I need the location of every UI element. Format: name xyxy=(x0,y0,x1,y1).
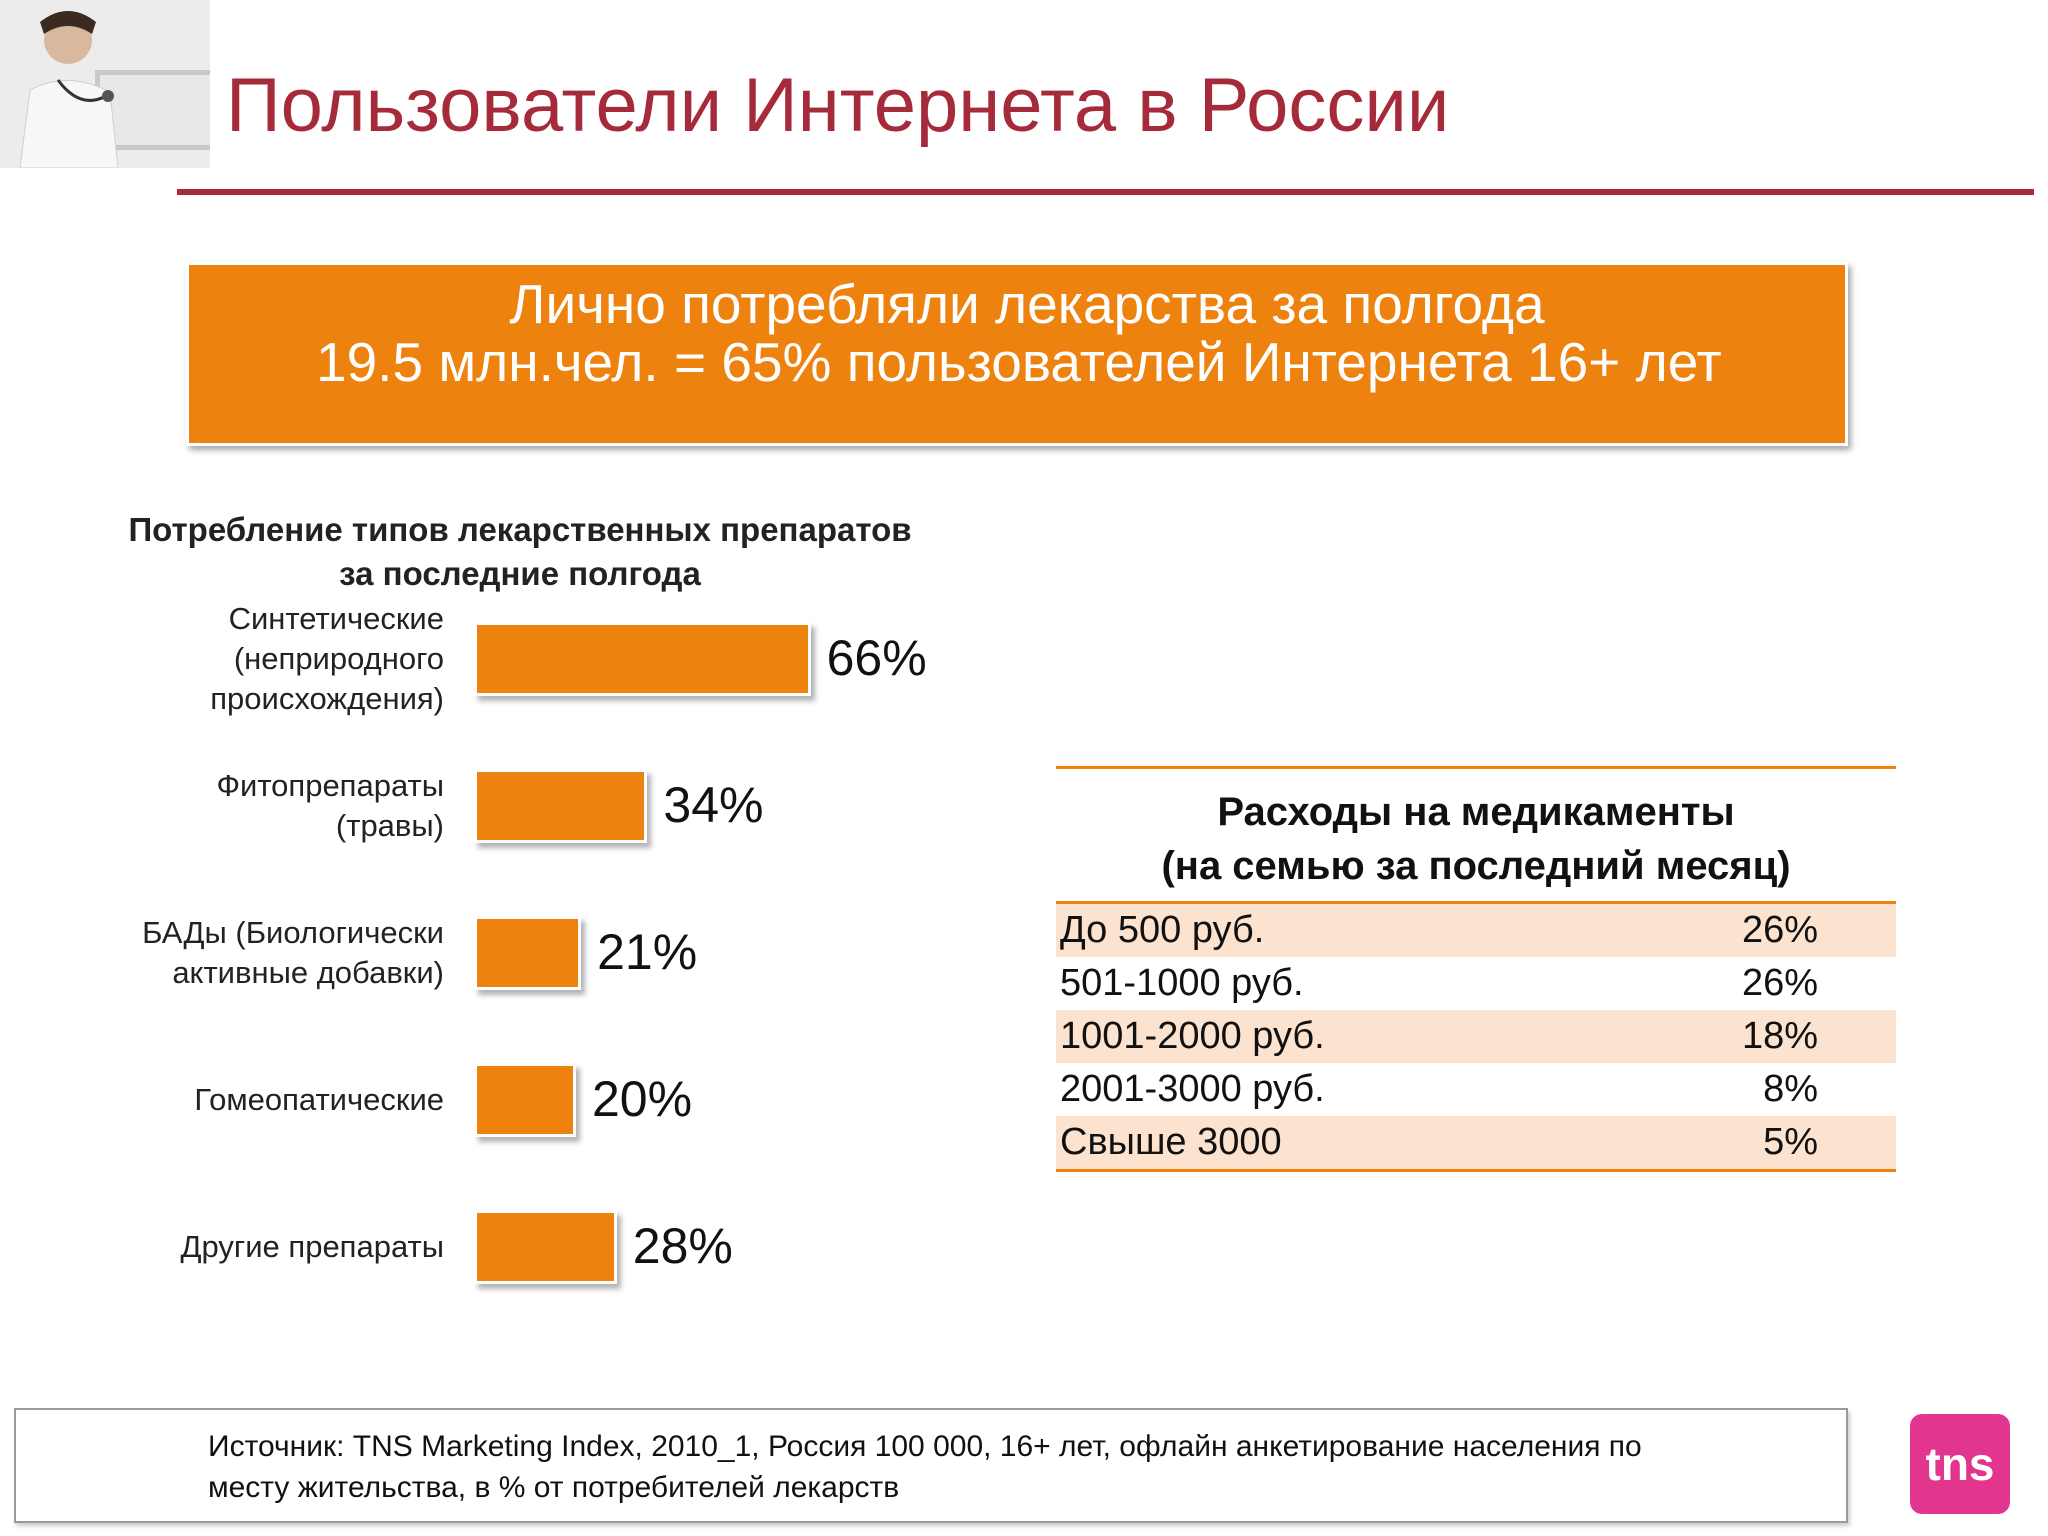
table-cell-value: 18% xyxy=(1741,1015,1818,1057)
table-cell-label: Свыше 3000 xyxy=(1060,1121,1282,1163)
category-label-line: (неприродного xyxy=(233,641,444,676)
bar xyxy=(474,1210,617,1284)
table-row: 501-1000 руб. 26% xyxy=(1056,957,1896,1010)
bar-value-label: 34% xyxy=(663,777,764,833)
bar-value-label: 28% xyxy=(632,1218,733,1274)
bar xyxy=(474,769,648,843)
page-title: Пользователи Интернета в России xyxy=(226,63,1450,148)
table-cell-label: 501-1000 руб. xyxy=(1060,962,1304,1004)
title-underline xyxy=(177,189,2034,195)
bar-value-label: 21% xyxy=(597,924,698,980)
chart-title-line-1: Потребление типов лекарственных препарат… xyxy=(128,511,912,548)
banner-line-2: 19.5 млн.чел. = 65% пользователей Интерн… xyxy=(316,331,1722,393)
category-label-line: Фитопрепараты xyxy=(216,768,444,803)
summary-banner: Лично потребляли лекарства за полгода 19… xyxy=(186,262,1848,446)
bar xyxy=(474,916,582,990)
bar-value-label: 20% xyxy=(592,1071,693,1127)
chart-title-line-2: за последние полгода xyxy=(339,555,701,592)
category-label-line: активные добавки) xyxy=(172,955,444,990)
category-label: Синтетические (неприродного происхождения) xyxy=(60,599,444,719)
table-row: До 500 руб. 26% xyxy=(1056,904,1896,957)
table-cell-value: 5% xyxy=(1763,1121,1818,1163)
table-cell-label: 2001-3000 руб. xyxy=(1060,1068,1325,1110)
table-row: 1001-2000 руб. 18% xyxy=(1056,1010,1896,1063)
banner-line-1: Лично потребляли лекарства за полгода xyxy=(509,273,1545,335)
table-cell-value: 26% xyxy=(1741,962,1818,1004)
spending-table-title-2: (на семью за последний месяц) xyxy=(1161,844,1791,888)
table-row: 2001-3000 руб. 8% xyxy=(1056,1063,1896,1116)
spending-table-title-1: Расходы на медикаменты xyxy=(1217,790,1735,834)
spending-table: Расходы на медикаменты (на семью за посл… xyxy=(1056,766,1896,1172)
source-note-box: Источник: TNS Marketing Index, 2010_1, Р… xyxy=(14,1408,1848,1523)
category-label-line: Гомеопатические xyxy=(194,1082,444,1117)
spending-table-header: Расходы на медикаменты (на семью за посл… xyxy=(1056,766,1896,904)
table-cell-value: 26% xyxy=(1741,909,1818,951)
chart-title: Потребление типов лекарственных препарат… xyxy=(60,508,980,596)
category-label-line: Синтетические xyxy=(228,601,444,636)
doctor-photo xyxy=(0,0,210,168)
spending-table-body: До 500 руб. 26% 501-1000 руб. 26% 1001-2… xyxy=(1056,904,1896,1172)
bar xyxy=(474,622,811,696)
tns-logo: tns xyxy=(1910,1414,2010,1514)
source-note: Источник: TNS Marketing Index, 2010_1, Р… xyxy=(208,1426,1848,1508)
source-line-1: Источник: TNS Marketing Index, 2010_1, Р… xyxy=(208,1430,1642,1463)
bar-value-label: 66% xyxy=(826,630,927,686)
category-label-line: происхождения) xyxy=(210,681,444,716)
table-cell-label: До 500 руб. xyxy=(1060,909,1265,951)
table-row: Свыше 3000 5% xyxy=(1056,1116,1896,1169)
category-label: Фитопрепараты (травы) xyxy=(60,766,444,846)
category-label: БАДы (Биологически активные добавки) xyxy=(60,913,444,993)
table-cell-label: 1001-2000 руб. xyxy=(1060,1015,1325,1057)
doctor-laptop-image xyxy=(0,0,210,168)
category-label-line: БАДы (Биологически xyxy=(142,915,444,950)
category-label-line: (травы) xyxy=(335,808,444,843)
bar xyxy=(474,1063,576,1137)
source-line-2: месту жительства, в % от потребителей ле… xyxy=(208,1471,900,1504)
category-label: Другие препараты xyxy=(60,1227,444,1267)
table-cell-value: 8% xyxy=(1763,1068,1818,1110)
category-label: Гомеопатические xyxy=(60,1080,444,1120)
category-label-line: Другие препараты xyxy=(180,1229,444,1264)
